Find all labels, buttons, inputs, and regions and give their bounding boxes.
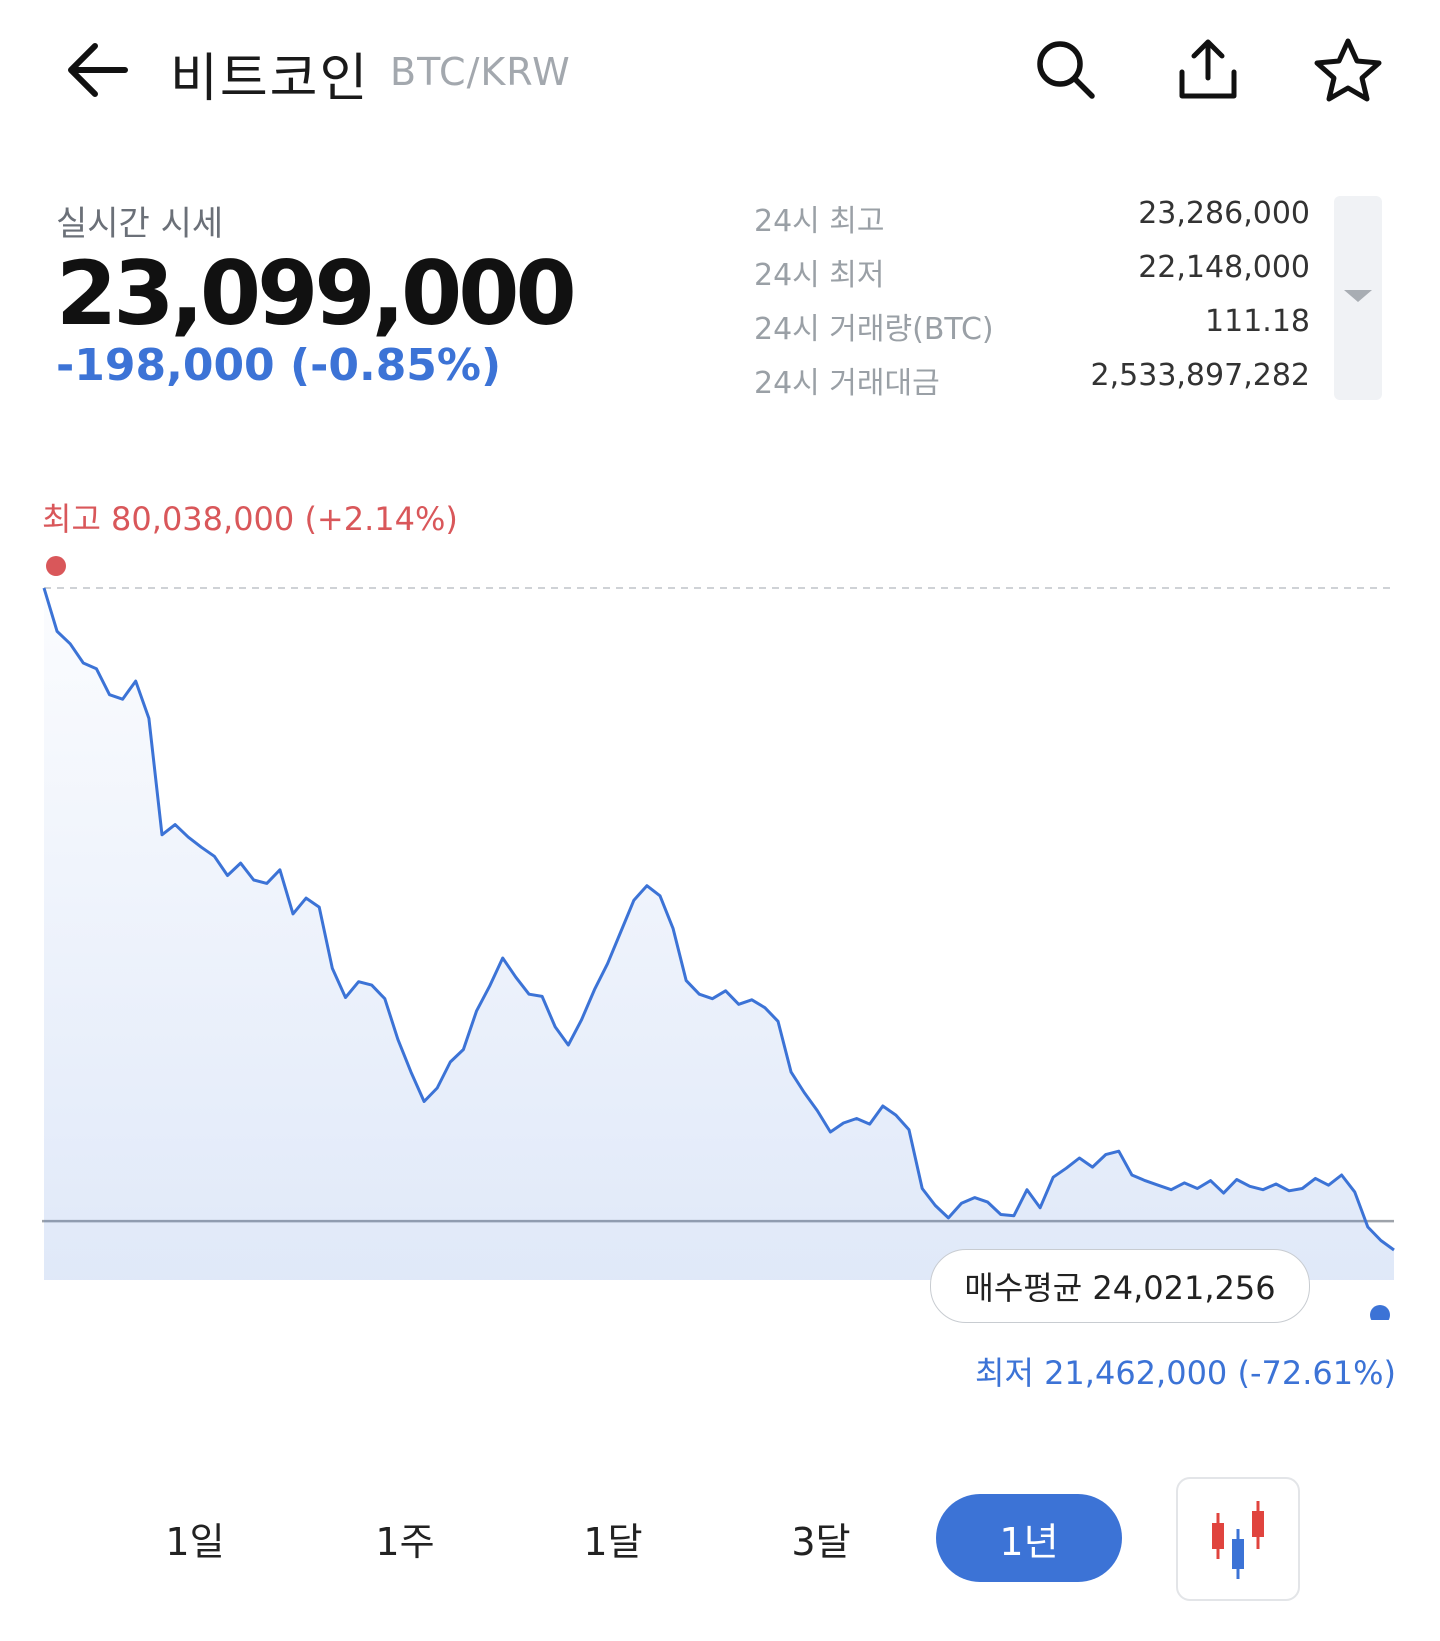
candle-chart-button[interactable]	[1176, 1477, 1300, 1601]
stat-value-low: 22,148,000	[1138, 250, 1310, 285]
stat-value-high: 23,286,000	[1138, 196, 1310, 231]
stats-expand-button[interactable]	[1334, 196, 1382, 400]
realtime-label: 실시간 시세	[56, 204, 224, 244]
stat-label-high: 24시 최고	[754, 204, 885, 239]
chart-high-label: 최고 80,038,000 (+2.14%)	[42, 500, 458, 538]
pair-label: BTC/KRW	[390, 50, 571, 94]
price-change: -198,000 (-0.85%)	[56, 340, 502, 391]
back-button[interactable]	[58, 30, 138, 110]
period-1month-button[interactable]: 1달	[583, 1519, 643, 1564]
stat-value-amount: 2,533,897,282	[1090, 358, 1310, 393]
search-button[interactable]	[1026, 30, 1106, 110]
period-3month-button[interactable]: 3달	[791, 1519, 851, 1564]
chart-line	[42, 587, 1395, 1252]
share-icon	[1179, 39, 1237, 99]
price-chart	[42, 556, 1395, 1320]
period-1year-button[interactable]: 1년	[936, 1494, 1122, 1582]
chevron-down-icon	[1344, 290, 1372, 302]
period-1day-button[interactable]: 1일	[165, 1519, 225, 1564]
avg-price-badge: 매수평균 24,021,256	[930, 1249, 1310, 1323]
favorite-button[interactable]	[1308, 30, 1388, 110]
current-price: 23,099,000	[56, 242, 577, 345]
search-icon	[1037, 41, 1095, 99]
stat-label-low: 24시 최저	[754, 258, 885, 293]
stat-label-volume: 24시 거래량(BTC)	[754, 312, 994, 347]
star-icon	[1314, 38, 1382, 102]
period-1week-button[interactable]: 1주	[375, 1519, 435, 1564]
high-marker	[46, 556, 66, 576]
candlestick-icon	[1212, 1501, 1264, 1579]
chart-area	[44, 588, 1394, 1280]
page-title: 비트코인	[170, 49, 370, 109]
stat-value-volume: 111.18	[1205, 304, 1310, 339]
chart-low-label: 최저 21,462,000 (-72.61%)	[975, 1354, 1396, 1392]
share-button[interactable]	[1168, 30, 1248, 110]
arrow-left-icon	[68, 43, 128, 97]
stat-label-amount: 24시 거래대금	[754, 366, 940, 401]
low-marker	[1370, 1305, 1390, 1320]
